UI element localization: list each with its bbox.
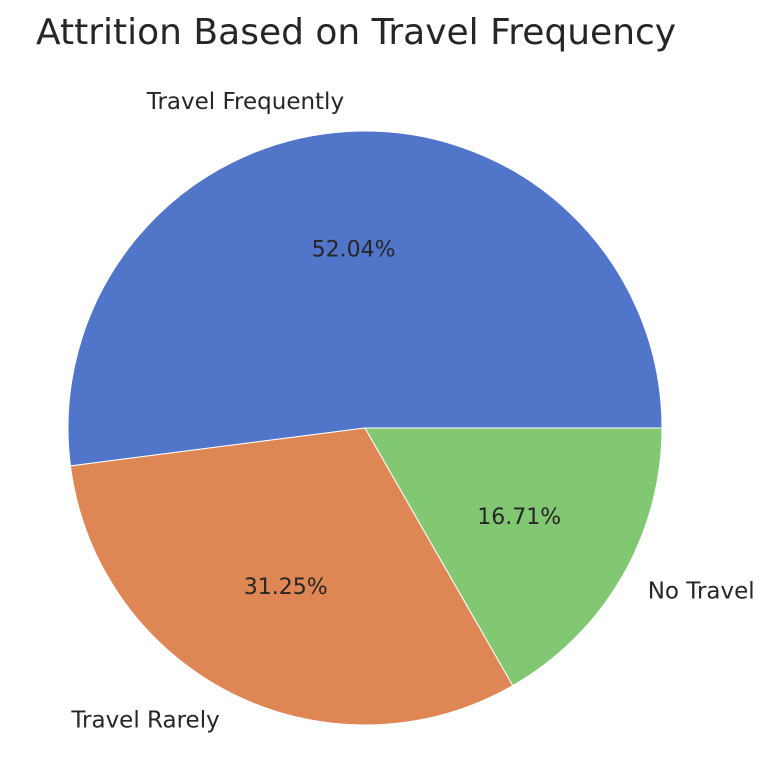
percent-label-travel-frequently: 52.04% [312, 238, 396, 263]
category-labels: Travel Frequently Travel Rarely No Travel [70, 89, 754, 734]
pie-slice-travel-frequently [67, 130, 663, 467]
percent-label-travel-rarely: 31.25% [244, 575, 328, 600]
category-label-travel-frequently: Travel Frequently [146, 89, 344, 115]
pie-slices [67, 130, 663, 726]
category-label-travel-rarely: Travel Rarely [70, 708, 219, 734]
pie-slice-travel-rarely [69, 427, 514, 726]
percent-label-no-travel: 16.71% [477, 505, 561, 530]
category-label-no-travel: No Travel [648, 579, 755, 605]
chart-title: Attrition Based on Travel Frequency [36, 12, 676, 53]
pie-slice-no-travel [364, 427, 663, 687]
percent-labels: 52.04% 31.25% 16.71% [244, 238, 561, 600]
